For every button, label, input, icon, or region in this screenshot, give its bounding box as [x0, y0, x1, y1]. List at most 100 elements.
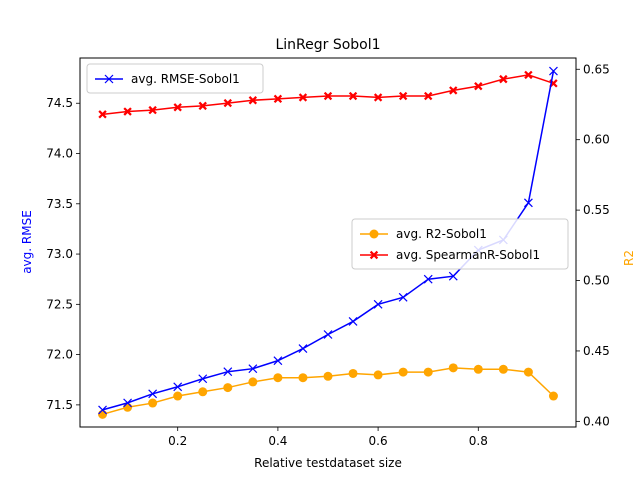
data-point	[173, 391, 183, 401]
legend-box	[86, 63, 264, 94]
y-left-tick-label: 71.5	[46, 398, 73, 412]
data-point	[298, 344, 308, 353]
legends: avg. RMSE-Sobol1 avg. R2-Sobol1 avg. Spear…	[86, 63, 569, 270]
data-point	[173, 103, 182, 112]
data-point	[223, 383, 233, 393]
legend-marker	[104, 74, 114, 84]
legend-marker	[369, 250, 379, 260]
legend-marker-stroke	[104, 74, 114, 84]
chart-title: LinRegr Sobol1	[275, 37, 380, 53]
legend: avg. RMSE-Sobol1	[86, 63, 264, 94]
data-point	[398, 292, 408, 302]
data-point	[248, 96, 258, 105]
x-tick-label: 0.8	[469, 434, 488, 448]
data-point-stroke	[523, 198, 533, 208]
data-point	[499, 74, 508, 84]
data-point	[248, 364, 258, 374]
data-point-stroke	[323, 330, 333, 339]
data-point-stroke	[248, 364, 258, 374]
data-point	[549, 66, 558, 76]
y-left-axis-title: avg. RMSE	[20, 210, 34, 274]
data-point	[348, 91, 358, 101]
x-tick-label: 0.4	[268, 434, 287, 448]
data-point-stroke	[373, 299, 383, 309]
y-right-tick-label: 0.55	[583, 203, 610, 217]
data-point	[98, 110, 107, 119]
y-left-tick-label: 73.0	[46, 247, 73, 261]
y-left-tick-label: 74.5	[46, 96, 73, 110]
data-point	[198, 387, 208, 397]
data-point	[348, 317, 358, 326]
data-point	[498, 364, 508, 374]
data-point	[348, 368, 358, 378]
data-point	[523, 198, 533, 208]
legend-marker	[369, 229, 379, 239]
data-point	[448, 363, 458, 373]
data-point-stroke	[148, 389, 158, 399]
x-tick-label: 0.2	[168, 434, 187, 448]
data-point	[373, 93, 383, 102]
data-point	[423, 367, 433, 377]
legend: avg. R2-Sobol1 avg. SpearmanR-Sobol1	[351, 218, 569, 270]
data-point	[273, 94, 283, 104]
data-point-stroke	[423, 274, 433, 284]
legend-label: avg. SpearmanR-Sobol1	[396, 248, 540, 262]
data-point-stroke	[98, 405, 107, 415]
data-point	[198, 101, 207, 111]
data-point	[173, 382, 183, 392]
data-point-stroke	[448, 271, 458, 281]
data-point	[398, 367, 408, 377]
legend-box	[351, 218, 569, 270]
data-point	[423, 274, 433, 284]
data-point	[273, 373, 283, 383]
data-point	[323, 91, 333, 101]
data-point-stroke	[348, 317, 358, 326]
data-point-stroke	[298, 344, 308, 353]
data-point	[148, 105, 157, 115]
axis-ticks: 0.2 0.4 0.6 0.8 71.5 72.0 72.5 73.0 73.5 74.0 74.5…	[46, 62, 609, 448]
data-point-stroke	[273, 356, 283, 366]
data-point-stroke	[398, 292, 408, 302]
legend-label: avg. R2-Sobol1	[396, 227, 487, 241]
data-point	[474, 81, 483, 91]
data-point-stroke	[173, 382, 183, 392]
data-point-stroke	[223, 367, 233, 377]
data-point-stroke	[549, 66, 558, 76]
data-point	[548, 391, 558, 401]
legend-label: avg. RMSE-Sobol1	[131, 72, 240, 86]
data-point	[473, 364, 483, 374]
x-tick-label: 0.6	[369, 434, 388, 448]
data-point	[398, 91, 408, 101]
data-point	[123, 398, 133, 408]
data-point	[323, 371, 333, 381]
y-right-tick-label: 0.40	[583, 414, 610, 428]
data-point	[523, 367, 533, 377]
data-point	[98, 405, 107, 415]
y-right-axis-title: R2	[622, 250, 636, 266]
data-point	[148, 398, 158, 408]
y-right-tick-label: 0.60	[583, 133, 610, 147]
data-point	[98, 409, 108, 419]
data-point-stroke	[123, 398, 133, 408]
y-right-tick-label: 0.45	[583, 344, 610, 358]
data-point	[373, 370, 383, 380]
data-point	[248, 377, 258, 387]
data-point	[223, 367, 233, 377]
y-left-tick-label: 72.0	[46, 348, 73, 362]
plot-frame	[79, 57, 577, 428]
series-avg-spearmanr-sobol1	[98, 70, 558, 119]
data-point	[449, 86, 458, 95]
y-right-tick-label: 0.65	[583, 62, 610, 76]
data-point	[298, 373, 308, 383]
data-point	[148, 389, 158, 399]
data-point	[323, 330, 333, 339]
y-left-tick-label: 74.0	[46, 147, 73, 161]
data-point	[424, 91, 433, 101]
data-point	[298, 93, 308, 102]
data-point-stroke	[198, 374, 208, 384]
data-point	[198, 374, 208, 384]
data-point	[524, 70, 533, 80]
y-right-tick-label: 0.50	[583, 274, 610, 288]
x-axis-title: Relative testdataset size	[254, 456, 402, 470]
